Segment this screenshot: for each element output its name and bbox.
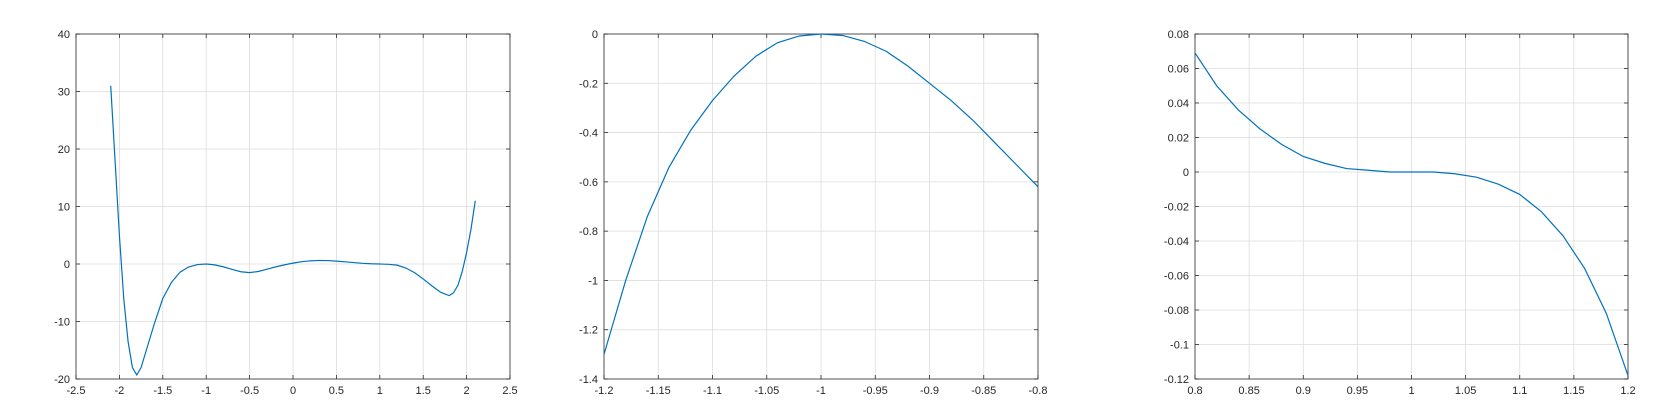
x-tick-label: -1.05 [754,385,779,397]
y-tick-label: 0.08 [1168,29,1189,41]
y-tick-label: -0.06 [1164,271,1189,283]
y-tick-label: -0.4 [579,128,598,140]
y-tick-label: -0.2 [579,78,598,90]
y-tick-label: -0.12 [1164,374,1189,386]
chart-2: -1.2 -1.15 -1.1 -1.05 -1 -0.95 -0.9 -0.85 -0.8 -1… [579,29,1047,397]
y-tick-label: -0.04 [1164,236,1189,248]
x-tick-label: 1.1 [1512,385,1527,397]
y-tick-label: -0.08 [1164,305,1189,317]
x-tick-label: 0 [290,385,296,397]
x-tick-label: -1 [201,385,211,397]
y-tick-label: -0.8 [579,226,598,238]
y-tick-label: 0.06 [1168,64,1189,76]
y-tick-label: -0.1 [1170,340,1189,352]
x-tick-label: -0.5 [240,385,259,397]
x-tick-label: -1 [816,385,826,397]
x-tick-label: 1.05 [1455,385,1476,397]
y-tick-label: -1.4 [579,374,598,386]
x-tick-label: 1.2 [1620,385,1635,397]
x-tick-label: -0.95 [863,385,888,397]
x-tick-label: -1.5 [153,385,172,397]
chart-3: 0.8 0.85 0.9 0.95 1 1.05 1.1 1.15 1.2 -0.12 -0.1 -0… [1164,29,1636,397]
chart-1: -2.5 -2 -1.5 -1 -0.5 0 0.5 1 1.5 2 2.5 -20 -10 0 10 20 3… [54,29,518,397]
x-tick-label: -0.85 [971,385,996,397]
x-tick-label: -2.5 [67,385,86,397]
x-tick-label: 0.8 [1187,385,1202,397]
y-tick-label: 0 [1183,167,1189,179]
y-tick-label: 10 [58,202,70,214]
x-tick-label: -0.8 [1029,385,1048,397]
series-line-1 [1194,52,1629,376]
y-tick-label: 0 [64,259,70,271]
x-tick-label: 0.95 [1347,385,1368,397]
y-tick-label: -0.02 [1164,202,1189,214]
y-tick-label: 30 [58,87,70,99]
series-line-1 [603,33,1039,355]
x-tick-label: -1.15 [646,385,671,397]
x-tick-label: 2.5 [502,385,517,397]
y-tick-label: 0.04 [1168,98,1189,110]
x-tick-label: 0.9 [1296,385,1311,397]
y-tick-label: 40 [58,29,70,41]
y-tick-label: -10 [54,317,70,329]
y-tick-label: 0 [592,29,598,41]
x-tick-label: 0.5 [329,385,344,397]
y-tick-label: 0.02 [1168,133,1189,145]
x-tick-label: 1.5 [416,385,431,397]
y-tick-label: 20 [58,144,70,156]
y-tick-label: -1 [588,275,598,287]
x-tick-label: 1 [1408,385,1414,397]
x-tick-label: -0.9 [920,385,939,397]
x-tick-label: -2 [115,385,125,397]
series-line-1 [110,85,476,377]
x-tick-label: -1.2 [595,385,614,397]
x-tick-label: 2 [464,385,470,397]
x-tick-label: -1.1 [703,385,722,397]
x-tick-label: 1 [377,385,383,397]
y-tick-label: -20 [54,374,70,386]
y-tick-label: -0.6 [579,177,598,189]
x-tick-label: 0.85 [1238,385,1259,397]
x-tick-label: 1.15 [1563,385,1584,397]
y-tick-label: -1.2 [579,325,598,337]
